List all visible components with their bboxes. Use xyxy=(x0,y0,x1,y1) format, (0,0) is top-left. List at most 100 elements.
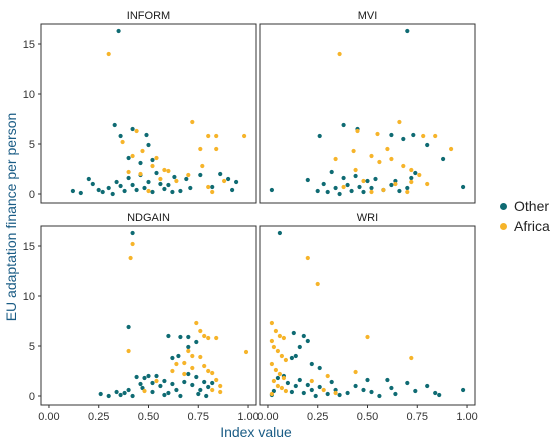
x-tick-label: 0.75 xyxy=(188,411,209,423)
point-other xyxy=(405,28,410,34)
y-tick-label: 5 xyxy=(29,341,35,353)
point-africa xyxy=(198,354,203,360)
point-other xyxy=(413,388,418,394)
point-other xyxy=(433,390,438,396)
point-africa xyxy=(150,163,155,169)
x-tick-label: 1.00 xyxy=(456,411,477,423)
point-other xyxy=(289,355,294,361)
point-other xyxy=(118,392,123,398)
point-other xyxy=(186,344,191,350)
point-africa xyxy=(315,281,320,287)
y-tick-label: 15 xyxy=(23,39,35,51)
point-africa xyxy=(210,189,215,195)
point-africa xyxy=(275,348,280,354)
point-other xyxy=(425,383,430,389)
point-africa xyxy=(200,163,205,169)
point-africa xyxy=(389,156,394,162)
point-africa xyxy=(158,176,163,182)
point-africa xyxy=(425,181,430,187)
panel-frame-ndgain xyxy=(40,225,257,406)
legend-item-other: Other xyxy=(494,196,550,216)
point-africa xyxy=(281,335,286,341)
point-africa xyxy=(271,378,276,384)
point-africa xyxy=(385,146,390,152)
point-other xyxy=(461,184,466,190)
point-other xyxy=(144,132,149,138)
point-africa xyxy=(269,338,274,344)
point-africa xyxy=(120,139,125,145)
point-other xyxy=(425,142,430,148)
point-other xyxy=(297,344,302,350)
point-other xyxy=(154,170,159,176)
x-tick-label: 0.25 xyxy=(307,411,328,423)
point-other xyxy=(226,176,231,182)
point-other xyxy=(158,181,163,187)
point-africa xyxy=(243,349,249,355)
point-africa xyxy=(190,353,195,359)
point-africa xyxy=(409,179,414,185)
panel-title-wri: WRI xyxy=(357,212,378,224)
point-other xyxy=(110,191,115,197)
point-africa xyxy=(409,167,414,173)
point-africa xyxy=(214,133,219,139)
point-africa xyxy=(333,156,338,162)
x-axis-label: Index value xyxy=(220,424,292,440)
point-africa xyxy=(146,188,151,194)
point-africa xyxy=(283,357,288,363)
point-africa xyxy=(154,378,159,384)
point-africa xyxy=(126,348,131,354)
point-other xyxy=(186,334,191,340)
point-africa xyxy=(190,119,195,125)
point-africa xyxy=(198,328,203,334)
legend-label-other: Other xyxy=(514,198,550,214)
x-tick-label: 0.50 xyxy=(138,411,159,423)
point-africa xyxy=(361,178,366,184)
point-other xyxy=(325,189,330,195)
point-other xyxy=(393,178,398,184)
point-africa xyxy=(277,333,282,339)
point-africa xyxy=(355,128,360,134)
point-other xyxy=(204,393,209,399)
point-other xyxy=(182,379,187,385)
point-africa xyxy=(353,167,358,173)
point-africa xyxy=(206,133,211,139)
point-other xyxy=(461,387,466,393)
point-other xyxy=(176,353,181,359)
y-axis-label: EU adaptation finance per person xyxy=(3,113,19,322)
point-africa xyxy=(138,171,143,177)
point-other xyxy=(301,390,306,396)
panel-frame-wri xyxy=(259,225,476,406)
point-africa xyxy=(369,153,374,159)
point-africa xyxy=(449,146,454,152)
point-other xyxy=(218,171,223,177)
point-other xyxy=(317,365,322,371)
point-other xyxy=(333,387,338,393)
point-other xyxy=(112,122,117,128)
point-africa xyxy=(269,391,274,397)
point-other xyxy=(116,28,121,34)
point-other xyxy=(172,174,177,180)
point-other xyxy=(411,132,416,138)
point-africa xyxy=(140,148,145,154)
point-africa xyxy=(405,189,410,195)
point-other xyxy=(126,387,131,393)
point-other xyxy=(321,181,326,187)
point-other xyxy=(437,392,442,398)
point-other xyxy=(389,385,394,391)
point-africa xyxy=(174,178,179,184)
panel-title-ndgain: NDGAIN xyxy=(127,212,170,224)
y-tick-label: 0 xyxy=(29,189,35,201)
point-other xyxy=(365,178,370,184)
point-other xyxy=(301,333,306,339)
point-other xyxy=(353,383,358,389)
point-africa xyxy=(202,363,207,369)
point-other xyxy=(78,190,83,196)
point-other xyxy=(126,324,131,330)
point-other xyxy=(100,189,105,195)
point-africa xyxy=(162,167,167,173)
point-africa xyxy=(166,168,171,174)
point-other xyxy=(305,338,310,344)
point-other xyxy=(130,393,135,399)
point-africa xyxy=(277,371,282,377)
x-tick-label: 0.50 xyxy=(357,411,378,423)
